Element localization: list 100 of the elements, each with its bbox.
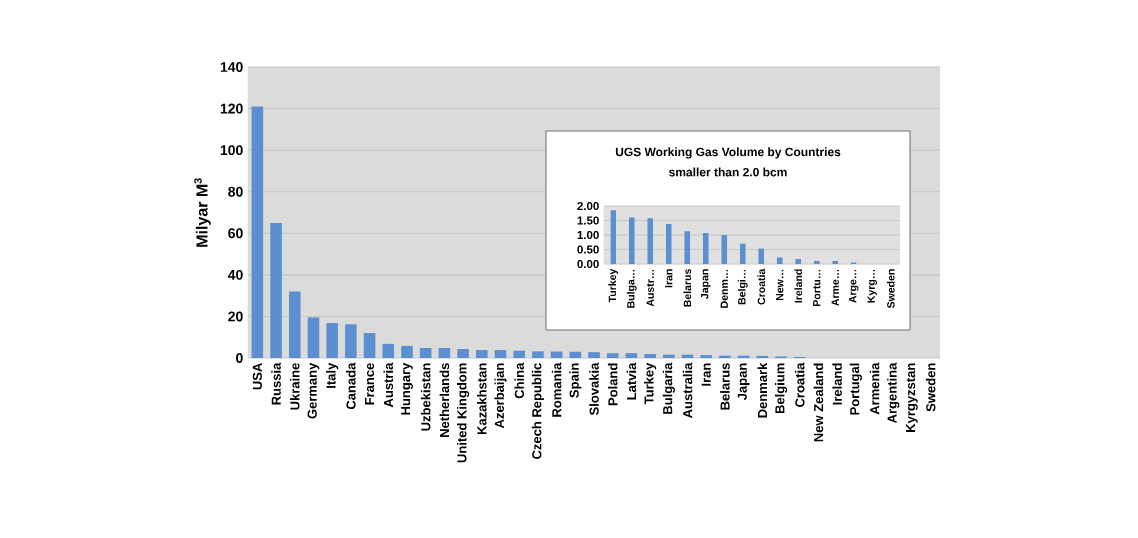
x-tick-label: Ukraine — [289, 363, 300, 410]
bar — [610, 210, 617, 264]
bar — [532, 351, 544, 358]
bar — [382, 343, 395, 358]
x-tick-label: Poland — [607, 363, 618, 406]
bar — [606, 353, 619, 358]
y-tick-label: 0.50 — [577, 245, 599, 254]
x-tick-label: Belarus — [683, 269, 692, 307]
y-tick-label: 100 — [220, 145, 243, 156]
x-tick-label: Ireland — [832, 363, 842, 405]
x-tick-label: Portu… — [813, 269, 821, 306]
x-tick-label: Italy — [326, 362, 339, 388]
bar — [438, 348, 451, 358]
y-tick-label: 1.50 — [577, 216, 599, 225]
x-tick-label: Arge… — [849, 269, 859, 303]
x-tick-label: Turkey — [608, 268, 619, 303]
chart-subtitle: smaller than 2.0 bcm — [669, 167, 787, 177]
bar — [401, 345, 413, 358]
bar — [628, 217, 635, 264]
x-tick-label: Denm… — [720, 269, 728, 308]
x-tick-label: Kyrgyzstan — [906, 363, 918, 432]
bar — [494, 350, 507, 358]
y-tick-label: 1.00 — [577, 230, 599, 240]
x-tick-label: Ireland — [794, 269, 803, 303]
bar — [813, 261, 820, 264]
x-tick-label: Canada — [346, 362, 356, 410]
x-tick-label: Croatia — [757, 268, 766, 305]
x-tick-label: Austr… — [646, 269, 654, 307]
bar — [345, 324, 357, 358]
bar — [475, 350, 488, 358]
bar — [270, 222, 282, 358]
x-tick-label: Kazakhstan — [477, 363, 487, 435]
x-tick-label: USA — [252, 363, 262, 390]
bar — [419, 348, 432, 358]
bar — [832, 261, 839, 264]
y-tick-label: 80 — [228, 186, 243, 197]
x-tick-label: Turkey — [644, 362, 657, 405]
x-tick-label: Japan — [701, 269, 711, 299]
x-tick-label: Portugal — [849, 363, 862, 415]
bar — [700, 355, 713, 358]
x-tick-label: Argentina — [887, 362, 900, 424]
x-tick-label: Romania — [551, 362, 562, 417]
y-tick-label: 2.00 — [577, 201, 599, 211]
bar — [684, 231, 691, 264]
x-tick-label: Bulga… — [626, 269, 637, 308]
bar — [776, 257, 783, 264]
bar — [307, 317, 320, 358]
bar — [625, 353, 638, 358]
bar — [288, 291, 301, 358]
y-tick-label: 20 — [228, 311, 243, 322]
bar — [719, 355, 731, 358]
bar — [756, 355, 769, 358]
bar — [326, 323, 338, 358]
x-tick-label: Russia — [271, 362, 281, 405]
y-tick-label: 140 — [220, 62, 243, 72]
x-tick-label: Armenia — [869, 362, 880, 415]
x-tick-label: Czech Republic — [531, 363, 544, 459]
bar — [721, 234, 728, 264]
x-tick-label: Austria — [383, 362, 394, 408]
bar — [457, 349, 469, 358]
y-tick-label: 0 — [236, 353, 243, 363]
y-tick-label: 0.00 — [577, 259, 599, 269]
bar — [739, 243, 746, 264]
x-tick-label: Uzbekistan — [420, 363, 431, 431]
bar — [702, 232, 709, 264]
x-tick-label: France — [365, 363, 375, 405]
x-tick-label: Australia — [682, 362, 693, 419]
x-tick-label: Netherlands — [439, 363, 450, 437]
x-tick-label: Spain — [569, 363, 582, 398]
chart-title: UGS Working Gas Volume by Countries — [615, 147, 841, 159]
bar — [513, 350, 525, 358]
bar — [758, 248, 765, 264]
bar — [644, 354, 656, 358]
bar — [251, 106, 264, 358]
x-tick-label: Belgi… — [737, 269, 748, 305]
bar — [588, 352, 600, 358]
y-tick-label: 40 — [227, 269, 243, 280]
bar — [569, 351, 582, 358]
bar — [665, 223, 672, 264]
x-tick-label: New… — [776, 269, 784, 301]
x-tick-label: Iran — [665, 269, 673, 288]
x-tick-label: Arme… — [831, 269, 839, 306]
x-tick-label: Belgium — [774, 363, 788, 414]
bar — [647, 218, 654, 264]
x-tick-label: Japan — [737, 363, 750, 401]
bar — [663, 354, 675, 358]
bar — [795, 259, 802, 264]
x-tick-label: Slovakia — [589, 362, 599, 416]
y-tick-label: 60 — [228, 228, 243, 239]
x-tick-label: Sweden — [886, 269, 895, 309]
x-tick-label: Germany — [307, 362, 320, 419]
x-tick-label: Latvia — [626, 362, 637, 400]
x-tick-label: Sweden — [925, 363, 936, 412]
x-tick-label: Iran — [701, 363, 711, 386]
x-tick-label: Azerbaijan — [494, 363, 507, 429]
x-tick-label: New Zealand — [813, 363, 824, 442]
x-tick-label: Croatia — [794, 362, 805, 407]
y-axis-title: Milyar M$^{3}$ — [194, 178, 211, 247]
x-tick-label: Bulgaria — [662, 362, 675, 414]
x-tick-label: Denmark — [757, 362, 768, 418]
